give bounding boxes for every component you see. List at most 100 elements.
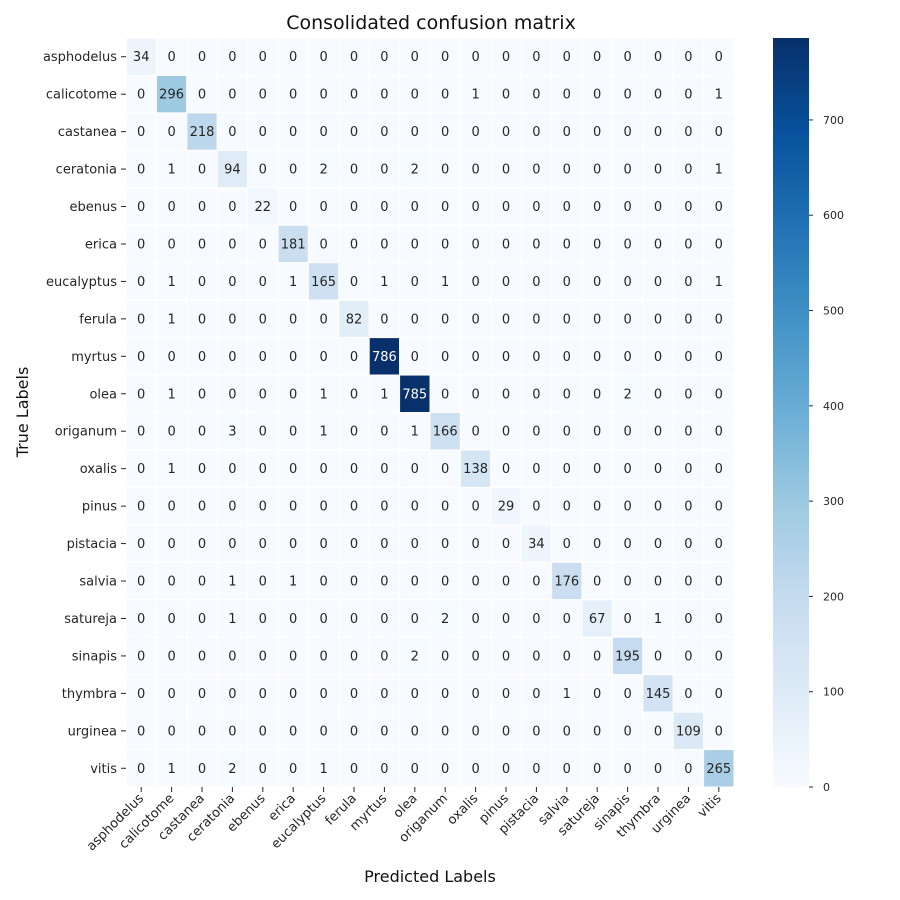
heatmap-cell [581,561,613,601]
y-tick-label: pistacia [67,537,117,552]
cell-value-label: 0 [684,237,692,252]
cell-value-label: 0 [471,237,479,252]
cell-value-label: 0 [502,425,510,440]
cell-value-label: 0 [380,687,388,702]
heatmap-cell [399,299,431,339]
heatmap-cell [307,636,340,676]
cell-value-label: 0 [350,50,358,65]
cell-value-label: 0 [289,687,297,702]
cell-value-label: 0 [137,649,145,664]
cell-value-label: 0 [563,537,571,552]
cell-value-label: 0 [228,462,236,477]
cell-value-label: 0 [411,50,419,65]
heatmap-cell [490,636,522,676]
y-tick-label: salvia [79,575,117,590]
cell-value-label: 2 [411,649,419,664]
cell-value-label: 0 [289,163,297,178]
cell-value-label: 0 [654,462,662,477]
heatmap-cell [307,449,340,488]
cell-value-label: 0 [441,163,449,178]
cell-value-label: 0 [532,350,540,365]
heatmap-cell [551,711,583,751]
cell-value-label: 0 [289,88,297,103]
y-tick-label: origanum [55,425,117,440]
heatmap-cell [277,449,309,488]
cell-value-label: 0 [441,125,449,140]
cell-value-label: 0 [167,350,175,365]
cell-value-label: 0 [502,762,510,777]
cell-value-label: 0 [563,125,571,140]
heatmap-cell [307,412,340,451]
heatmap-cell [186,636,218,676]
cell-value-label: 0 [502,88,510,103]
heatmap-cell [155,374,188,413]
cell-value-label: 0 [684,649,692,664]
cell-value-label: 0 [167,200,175,215]
cell-value-label: 0 [289,50,297,65]
cell-value-label: 0 [259,425,267,440]
cell-value-label: 0 [654,575,662,590]
heatmap-cell [429,74,461,114]
cell-value-label: 0 [623,500,631,515]
heatmap-cell [459,524,492,563]
cell-value-label: 0 [319,687,327,702]
heatmap-cell [703,561,735,601]
cell-value-label: 1 [167,762,175,777]
cell-value-label: 0 [380,500,388,515]
heatmap-cell [125,149,157,189]
cell-value-label: 0 [715,649,723,664]
cell-value-label: 0 [259,387,267,402]
y-tick-label: calicotome [46,88,117,103]
cell-value-label: 0 [259,350,267,365]
cell-value-label: 0 [684,125,692,140]
x-tick-label: vitis [695,791,725,821]
cell-value-label: 0 [228,312,236,327]
cell-value-label: 0 [684,575,692,590]
cell-value-label: 0 [380,88,388,103]
cell-value-label: 0 [623,50,631,65]
cell-value-label: 0 [259,612,267,627]
cell-value-label: 0 [137,724,145,739]
cell-value-label: 0 [563,237,571,252]
cell-value-label: 0 [471,500,479,515]
heatmap-cell [520,262,553,301]
cell-value-label: 0 [137,350,145,365]
cell-value-label: 0 [380,462,388,477]
cell-value-label: 0 [532,762,540,777]
heatmap-cell [611,561,644,601]
cell-value-label: 0 [593,500,601,515]
cell-value-label: 0 [289,350,297,365]
cell-value-label: 181 [281,237,306,252]
colorbar-tick-label: 700 [823,114,844,127]
heatmap-cell [368,749,401,788]
cell-value-label: 0 [198,462,206,477]
cell-value-label: 0 [259,125,267,140]
x-tick-labels: asphodeluscalicotomecastaneaceratoniaebe… [84,787,725,854]
cell-value-label: 0 [563,724,571,739]
y-tick-label: ebenus [70,200,118,215]
cell-value-label: 0 [380,425,388,440]
cell-value-label: 0 [502,163,510,178]
cell-value-label: 218 [190,125,215,140]
cell-value-label: 1 [411,425,419,440]
cell-value-label: 0 [623,163,631,178]
cell-value-label: 0 [380,125,388,140]
cell-value-label: 0 [350,575,358,590]
cell-value-label: 0 [228,50,236,65]
cell-value-label: 0 [198,500,206,515]
cell-value-label: 1 [471,88,479,103]
cell-value-label: 0 [167,649,175,664]
cell-value-label: 0 [137,200,145,215]
cell-value-label: 0 [137,425,145,440]
heatmap-cell [338,112,370,151]
heatmap-cell [368,74,401,114]
cell-value-label: 0 [471,537,479,552]
cell-value-label: 0 [137,575,145,590]
heatmap-cell [551,524,583,563]
heatmap-cell [155,449,188,488]
cell-value-label: 0 [623,687,631,702]
cell-value-label: 0 [471,350,479,365]
heatmap-cell [368,187,401,226]
heatmap-cell [581,224,613,264]
cell-value-label: 0 [502,125,510,140]
